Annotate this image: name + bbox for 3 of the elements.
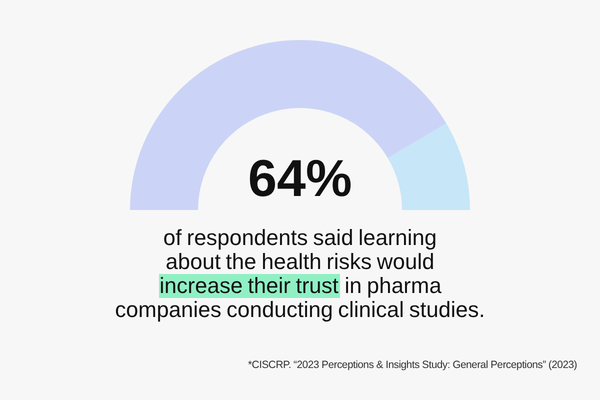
- text: increase their trust: [158, 273, 340, 298]
- text: *CISCRP. “2023 Perceptions & Insights Study: General Perceptions” (2023): [248, 359, 577, 371]
- text: 64%: [248, 150, 352, 208]
